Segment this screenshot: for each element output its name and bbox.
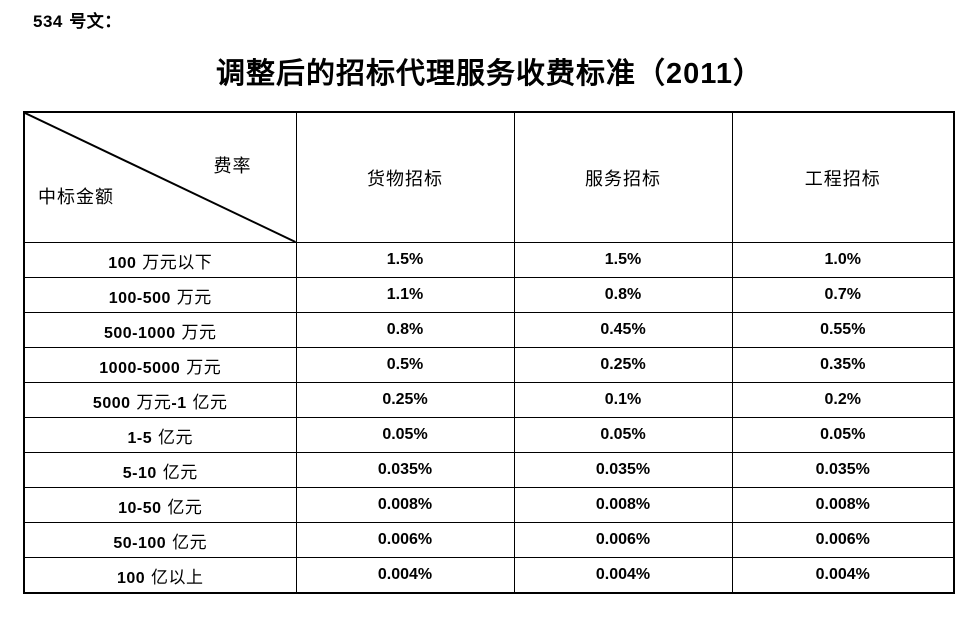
fee-value: 0.008% [731, 487, 955, 523]
table-row: 1-5 亿元 0.05% 0.05% 0.05% [23, 417, 955, 453]
fee-value: 0.006% [295, 522, 515, 558]
table-row: 100 万元以下 1.5% 1.5% 1.0% [23, 242, 955, 278]
fee-value: 0.35% [731, 347, 955, 383]
table-row: 500-1000 万元 0.8% 0.45% 0.55% [23, 312, 955, 348]
table-row: 5000 万元-1 亿元 0.25% 0.1% 0.2% [23, 382, 955, 418]
column-header-services: 服务招标 [513, 111, 733, 243]
row-label: 100 亿以上 [23, 557, 297, 594]
fee-value: 0.1% [513, 382, 733, 418]
fee-table: 费率 中标金额 货物招标 服务招标 工程招标 100 万元以下 1.5% 1.5% 1… [23, 111, 955, 594]
doc-number: 534 号文： [33, 12, 122, 32]
fee-value: 0.035% [731, 452, 955, 488]
fee-value: 0.2% [731, 382, 955, 418]
row-label: 1000-5000 万元 [23, 347, 297, 383]
column-header-goods: 货物招标 [295, 111, 515, 243]
table-row: 50-100 亿元 0.006% 0.006% 0.006% [23, 522, 955, 558]
fee-value: 0.25% [295, 382, 515, 418]
fee-value: 0.05% [513, 417, 733, 453]
page-title: 调整后的招标代理服务收费标准（2011） [216, 56, 763, 90]
table-row: 100-500 万元 1.1% 0.8% 0.7% [23, 277, 955, 313]
fee-value: 0.004% [513, 557, 733, 594]
row-label: 100-500 万元 [23, 277, 297, 313]
fee-value: 0.004% [731, 557, 955, 594]
fee-value: 0.55% [731, 312, 955, 348]
corner-cell: 费率 中标金额 [23, 111, 297, 243]
fee-value: 0.05% [295, 417, 515, 453]
row-label: 500-1000 万元 [23, 312, 297, 348]
row-label: 5000 万元-1 亿元 [23, 382, 297, 418]
fee-value: 0.006% [513, 522, 733, 558]
fee-value: 0.004% [295, 557, 515, 594]
fee-value: 0.5% [295, 347, 515, 383]
fee-value: 0.035% [295, 452, 515, 488]
fee-value: 1.5% [295, 242, 515, 278]
header-row: 费率 中标金额 货物招标 服务招标 工程招标 [23, 111, 955, 243]
row-label: 5-10 亿元 [23, 452, 297, 488]
fee-value: 0.25% [513, 347, 733, 383]
table-row: 1000-5000 万元 0.5% 0.25% 0.35% [23, 347, 955, 383]
fee-value: 1.1% [295, 277, 515, 313]
fee-value: 1.0% [731, 242, 955, 278]
fee-value: 0.45% [513, 312, 733, 348]
fee-value: 0.008% [295, 487, 515, 523]
corner-label-amount: 中标金额 [38, 187, 114, 208]
row-label: 1-5 亿元 [23, 417, 297, 453]
fee-value: 0.8% [295, 312, 515, 348]
fee-value: 0.006% [731, 522, 955, 558]
table-row: 100 亿以上 0.004% 0.004% 0.004% [23, 557, 955, 594]
row-label: 50-100 亿元 [23, 522, 297, 558]
fee-value: 1.5% [513, 242, 733, 278]
fee-value: 0.05% [731, 417, 955, 453]
fee-value: 0.7% [731, 277, 955, 313]
row-label: 10-50 亿元 [23, 487, 297, 523]
fee-table-body: 100 万元以下 1.5% 1.5% 1.0% 100-500 万元 1.1% 0.8% 0.… [23, 242, 955, 594]
corner-label-rate: 费率 [213, 156, 252, 177]
fee-value: 0.008% [513, 487, 733, 523]
diagonal-divider-line [25, 113, 296, 242]
fee-value: 0.035% [513, 452, 733, 488]
row-label: 100 万元以下 [23, 242, 297, 278]
table-row: 10-50 亿元 0.008% 0.008% 0.008% [23, 487, 955, 523]
column-header-engineering: 工程招标 [731, 111, 955, 243]
fee-value: 0.8% [513, 277, 733, 313]
table-row: 5-10 亿元 0.035% 0.035% 0.035% [23, 452, 955, 488]
